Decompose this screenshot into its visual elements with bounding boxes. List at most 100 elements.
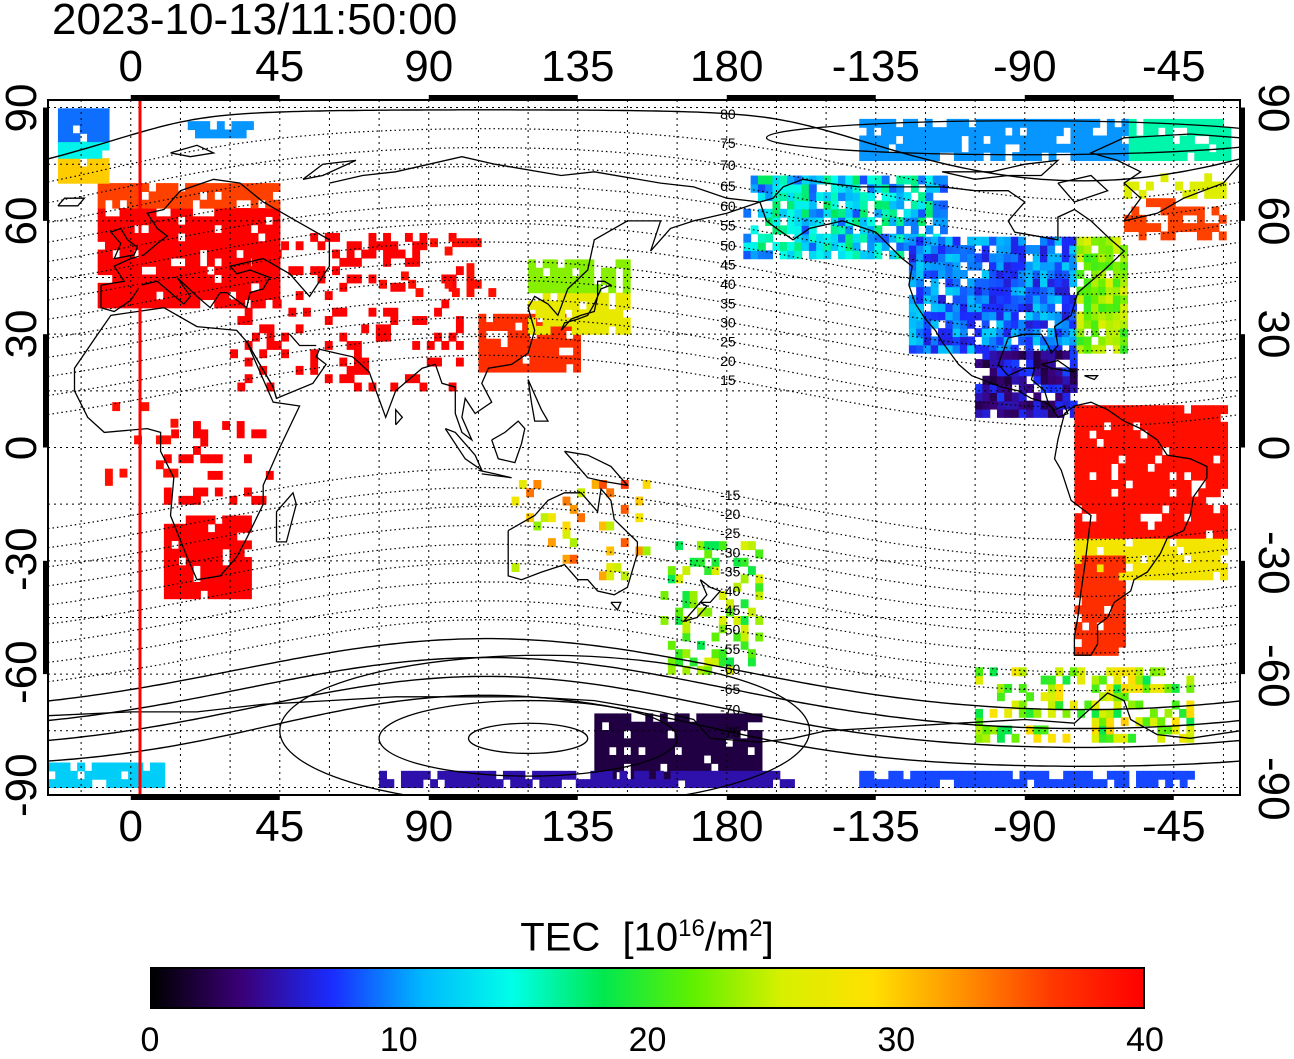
contour-label: 30 (720, 315, 736, 331)
coastline (289, 333, 317, 347)
contour-label: 50 (720, 237, 736, 253)
magnetic-contours (48, 109, 1240, 795)
colorbar-tick-label: 30 (877, 1021, 916, 1059)
coastline (275, 491, 297, 543)
bottom-tick-label: 45 (255, 802, 305, 851)
right-tick-label: 90 (1249, 83, 1294, 133)
coastline (1041, 359, 1075, 373)
contour-label: -65 (720, 681, 740, 697)
top-tick-label: 90 (404, 42, 454, 91)
contour-label: 70 (720, 157, 736, 173)
coastline (395, 407, 404, 426)
coastline (1089, 133, 1240, 222)
contour-label: -60 (720, 661, 740, 677)
bottom-tick-label: -90 (992, 802, 1057, 851)
coastline (478, 469, 512, 479)
contour-label: 60 (720, 198, 736, 214)
contour-label: 65 (720, 178, 736, 194)
colorbar-tick-label: 10 (379, 1021, 418, 1059)
contour-label: -45 (720, 602, 740, 618)
contour-label: -25 (720, 525, 740, 541)
timestamp-title: 2023-10-13/11:50:00 (52, 0, 458, 44)
colorbar-title: TEC [1016/m2] (520, 915, 774, 960)
contour-label: -70 (720, 702, 740, 718)
contour-label: -20 (720, 506, 740, 522)
colorbar-tick-label: 20 (628, 1021, 667, 1059)
bottom-tick-label: 135 (541, 802, 615, 851)
contour-labels: 80 75 70 65 60 55 50 45 40 35 30 25 20 15 -15 -20 -25 -30… (720, 106, 740, 740)
contour-label: -40 (720, 583, 740, 599)
top-tick-label: 0 (118, 42, 144, 91)
coastline (57, 197, 86, 207)
frame-bars (43, 95, 1245, 800)
coastline (527, 379, 550, 422)
contour-label: 20 (720, 353, 736, 369)
coastline (302, 159, 357, 180)
left-tick-label: -30 (0, 527, 46, 591)
contour-label: -55 (720, 641, 740, 657)
coastline (491, 420, 526, 464)
coastline (329, 156, 760, 203)
contour-label: 75 (720, 135, 736, 151)
colorbar-tick-label: 40 (1126, 1021, 1164, 1059)
contour-label: -30 (720, 544, 740, 560)
right-tick-label: 30 (1249, 309, 1294, 359)
coastline (610, 601, 622, 612)
contour-label: 40 (720, 276, 736, 292)
left-tick-label: 0 (0, 435, 46, 460)
magnetic-pole-contour (378, 699, 678, 777)
colorbar-tick-label: 0 (140, 1021, 160, 1059)
coastline (100, 178, 331, 313)
top-tick-label: -90 (992, 42, 1057, 91)
contour-label: 15 (720, 372, 736, 388)
right-tick-label: -90 (1249, 757, 1294, 822)
colorbar (150, 967, 1145, 1009)
contour-label: -35 (720, 563, 740, 579)
top-tick-label: -45 (1141, 42, 1206, 91)
contour-label: -15 (720, 487, 740, 503)
coastline (1053, 401, 1208, 656)
contour-label: -50 (720, 622, 740, 638)
coastline (560, 280, 613, 331)
left-tick-label: 30 (0, 309, 46, 359)
tec-data-layer (48, 108, 1232, 789)
bottom-tick-label: -135 (831, 802, 920, 851)
bottom-tick-label: -45 (1141, 802, 1206, 851)
top-tick-label: 135 (541, 42, 615, 91)
coastline (246, 201, 761, 442)
coastline (444, 427, 484, 473)
coastline (109, 227, 139, 260)
coastline (941, 159, 1060, 180)
coastline (564, 450, 630, 487)
top-tick-label: 45 (255, 42, 305, 91)
magnetic-pole-contour (279, 654, 811, 795)
contour-label: 45 (720, 257, 736, 273)
coastline (48, 692, 1240, 743)
bottom-tick-label: 0 (118, 802, 144, 851)
coastline (759, 178, 1126, 419)
coastline (73, 307, 301, 581)
coastline (170, 144, 216, 158)
contour-label: 80 (720, 106, 736, 122)
left-tick-label: 60 (0, 196, 46, 246)
coastline (1084, 375, 1100, 381)
right-tick-label: -30 (1249, 530, 1294, 595)
contour-label: 35 (720, 295, 736, 311)
coastline (507, 487, 639, 596)
left-tick-label: -60 (0, 640, 46, 705)
coastline (1057, 174, 1109, 203)
coastline (698, 579, 722, 604)
right-tick-label: 0 (1249, 435, 1294, 460)
bottom-tick-label: 90 (404, 802, 454, 851)
coastline (681, 601, 708, 623)
contour-label: 25 (720, 334, 736, 350)
top-tick-label: 180 (690, 42, 764, 91)
magnetic-pole-contour (765, 120, 1240, 156)
contour-label: 55 (720, 218, 736, 234)
magnetic-pole-contour (467, 722, 589, 755)
left-tick-label: 90 (0, 83, 46, 133)
bottom-tick-label: 180 (690, 802, 764, 851)
coastlines (48, 133, 1240, 743)
right-tick-label: 60 (1249, 196, 1294, 246)
